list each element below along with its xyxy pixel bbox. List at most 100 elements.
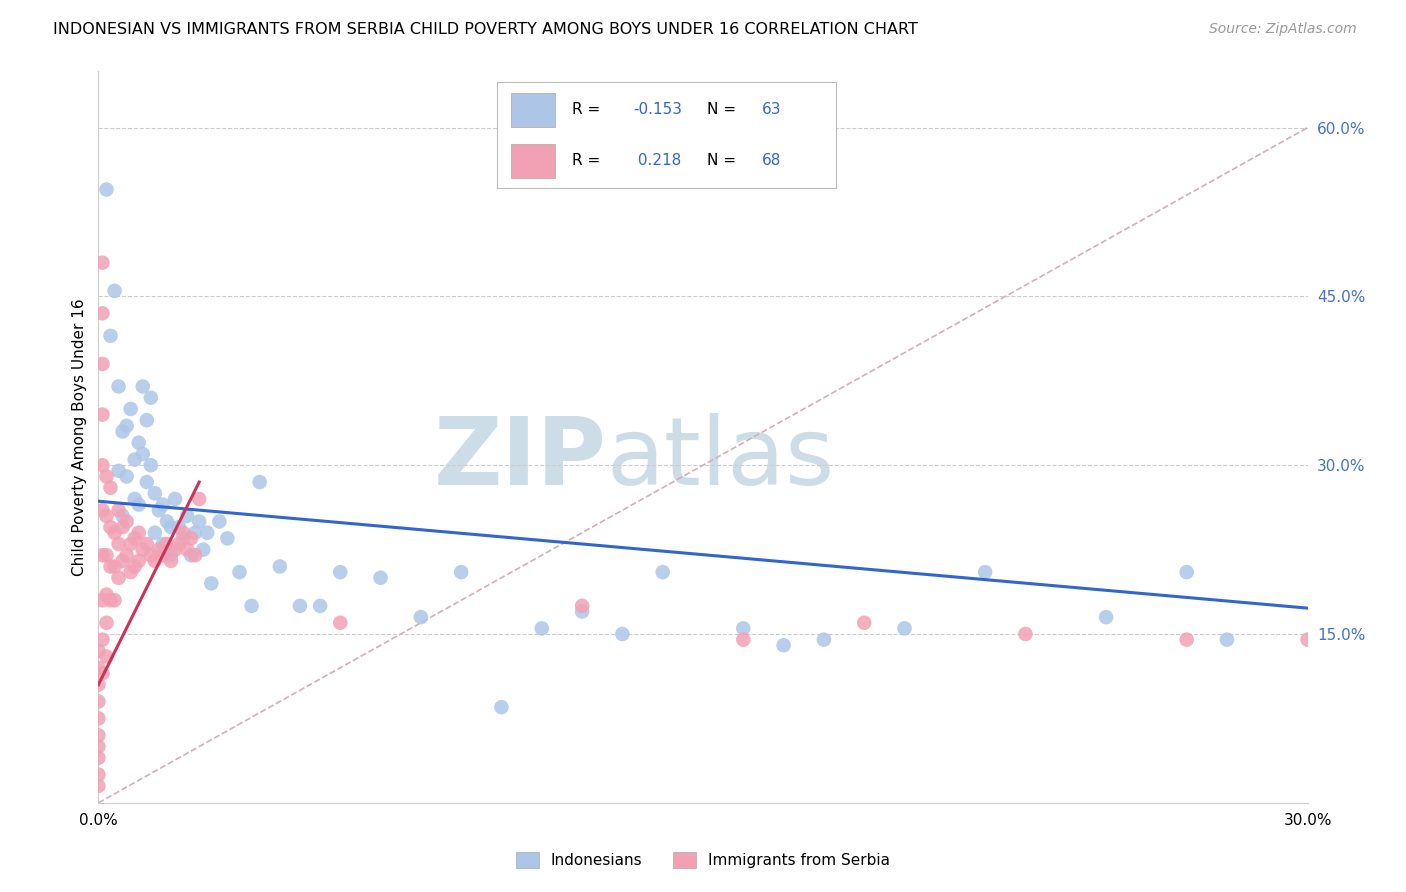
Point — [1296, 632, 1319, 647]
Point — [124, 452, 146, 467]
Point — [91, 666, 114, 681]
Point — [120, 565, 142, 579]
Point — [132, 379, 155, 393]
Point — [100, 481, 122, 495]
Point — [87, 694, 110, 708]
Point — [491, 700, 513, 714]
Point — [120, 401, 142, 416]
Point — [184, 525, 207, 540]
Point — [91, 408, 114, 422]
Point — [111, 520, 134, 534]
Point — [612, 627, 634, 641]
Point — [87, 711, 110, 725]
Point — [120, 537, 142, 551]
Point — [124, 559, 146, 574]
Point — [184, 548, 207, 562]
Point — [172, 532, 194, 546]
Point — [107, 537, 129, 551]
Point — [96, 182, 118, 196]
Point — [128, 435, 150, 450]
Point — [87, 644, 110, 658]
Point — [167, 537, 190, 551]
Point — [103, 593, 125, 607]
Point — [100, 559, 122, 574]
Point — [111, 508, 134, 523]
Point — [733, 632, 755, 647]
Point — [96, 548, 118, 562]
Point — [152, 498, 174, 512]
Point — [156, 515, 179, 529]
Point — [200, 576, 222, 591]
Point — [148, 503, 170, 517]
Point — [530, 621, 553, 635]
Point — [135, 475, 157, 489]
Point — [143, 554, 166, 568]
Point — [370, 571, 392, 585]
Point — [156, 537, 179, 551]
Point — [124, 491, 146, 506]
Point — [409, 610, 432, 624]
Point — [193, 542, 215, 557]
Point — [96, 508, 118, 523]
Point — [91, 458, 114, 473]
Point — [96, 469, 118, 483]
Point — [813, 632, 835, 647]
Point — [87, 661, 110, 675]
Point — [651, 565, 673, 579]
Point — [1216, 632, 1239, 647]
Point — [188, 515, 211, 529]
Point — [1095, 610, 1118, 624]
Point — [143, 525, 166, 540]
Point — [87, 751, 110, 765]
Point — [160, 554, 183, 568]
Point — [132, 542, 155, 557]
Point — [240, 599, 263, 613]
Point — [139, 391, 162, 405]
Point — [96, 649, 118, 664]
Point — [571, 599, 593, 613]
Legend: Indonesians, Immigrants from Serbia: Indonesians, Immigrants from Serbia — [508, 845, 898, 876]
Point — [249, 475, 271, 489]
Point — [111, 425, 134, 439]
Point — [450, 565, 472, 579]
Text: atlas: atlas — [606, 413, 835, 505]
Point — [217, 532, 239, 546]
Point — [288, 599, 311, 613]
Point — [172, 525, 194, 540]
Point — [309, 599, 332, 613]
Point — [1014, 627, 1036, 641]
Point — [100, 593, 122, 607]
Point — [87, 678, 110, 692]
Point — [1175, 565, 1198, 579]
Point — [329, 565, 352, 579]
Point — [269, 559, 291, 574]
Point — [107, 379, 129, 393]
Point — [100, 328, 122, 343]
Point — [91, 548, 114, 562]
Point — [96, 615, 118, 630]
Point — [91, 593, 114, 607]
Point — [733, 621, 755, 635]
Point — [87, 779, 110, 793]
Point — [135, 537, 157, 551]
Point — [91, 632, 114, 647]
Point — [91, 357, 114, 371]
Point — [87, 728, 110, 742]
Point — [152, 537, 174, 551]
Point — [107, 503, 129, 517]
Point — [115, 418, 138, 433]
Point — [128, 498, 150, 512]
Point — [100, 520, 122, 534]
Text: Source: ZipAtlas.com: Source: ZipAtlas.com — [1209, 22, 1357, 37]
Point — [103, 525, 125, 540]
Point — [128, 525, 150, 540]
Point — [96, 588, 118, 602]
Point — [180, 548, 202, 562]
Point — [228, 565, 250, 579]
Point — [103, 284, 125, 298]
Point — [115, 548, 138, 562]
Y-axis label: Child Poverty Among Boys Under 16: Child Poverty Among Boys Under 16 — [72, 298, 87, 576]
Point — [853, 615, 876, 630]
Point — [132, 447, 155, 461]
Point — [128, 554, 150, 568]
